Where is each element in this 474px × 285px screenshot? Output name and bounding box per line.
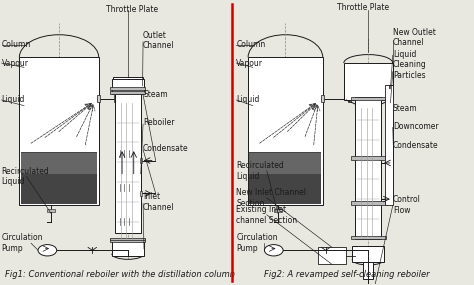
Text: Fig2: A revamped self-cleaning reboiler: Fig2: A revamped self-cleaning reboiler [264,270,430,279]
Text: Liquid: Liquid [393,50,416,59]
Bar [356,97,381,239]
Bar [110,91,146,94]
Bar [385,85,393,205]
Text: Column: Column [1,40,31,49]
Bar [344,63,393,100]
Text: Circulation
Pump: Circulation Pump [1,233,43,253]
Bar [351,235,386,239]
Bar [274,209,282,212]
Text: Throttle Plate: Throttle Plate [337,3,389,12]
Text: Circulation
Pump: Circulation Pump [237,233,278,253]
Text: Liquid: Liquid [237,95,260,105]
Bar [363,262,374,279]
Bar [19,57,99,205]
Bar [112,79,144,94]
Text: Condensate: Condensate [143,144,189,153]
Bar [249,153,321,174]
Text: New Inlet Channel
Section: New Inlet Channel Section [237,188,306,207]
Text: New Outlet
Channel: New Outlet Channel [393,28,436,47]
Bar [351,201,386,205]
Bar [318,247,346,264]
Bar [113,77,143,89]
Text: Recirculated
Liquid: Recirculated Liquid [237,161,284,181]
Text: Vapour: Vapour [237,59,264,68]
Bar [21,152,97,204]
Text: Steam: Steam [393,104,418,113]
Text: Existing Inlet
channel Section: Existing Inlet channel Section [237,205,298,225]
Text: Liquid: Liquid [1,95,25,105]
Text: Reboiler: Reboiler [143,118,174,127]
Text: Steam: Steam [143,90,168,99]
Text: Column: Column [237,40,265,49]
Circle shape [264,245,283,256]
Bar [352,246,384,262]
Bar [110,237,146,240]
Bar [97,95,100,102]
Text: Vapour: Vapour [1,59,28,68]
Text: Cleaning
Particles: Cleaning Particles [393,60,427,80]
Bar [47,209,55,212]
Text: Outlet
Channel: Outlet Channel [143,31,174,50]
Bar [110,87,146,90]
Bar [348,95,351,102]
Bar [110,239,146,242]
Text: Fig1: Conventional reboiler with the distillation column: Fig1: Conventional reboiler with the dis… [5,270,236,279]
Bar [115,91,141,233]
Text: Inlet
Channel: Inlet Channel [143,192,174,212]
Bar [112,240,144,256]
Text: Condensate: Condensate [393,141,438,150]
Bar [249,152,321,204]
Bar [248,57,323,205]
Text: Downcomer: Downcomer [393,122,438,131]
Bar [351,156,386,160]
Bar [321,95,324,102]
Text: Recirculated
Liquid: Recirculated Liquid [1,167,49,186]
Bar [114,95,117,102]
Circle shape [38,245,57,256]
Text: Throttle Plate: Throttle Plate [106,5,158,14]
Bar [21,153,97,174]
Bar [351,97,386,100]
Bar [140,158,142,163]
Bar [140,191,142,196]
Text: Control
Flow: Control Flow [393,195,420,215]
